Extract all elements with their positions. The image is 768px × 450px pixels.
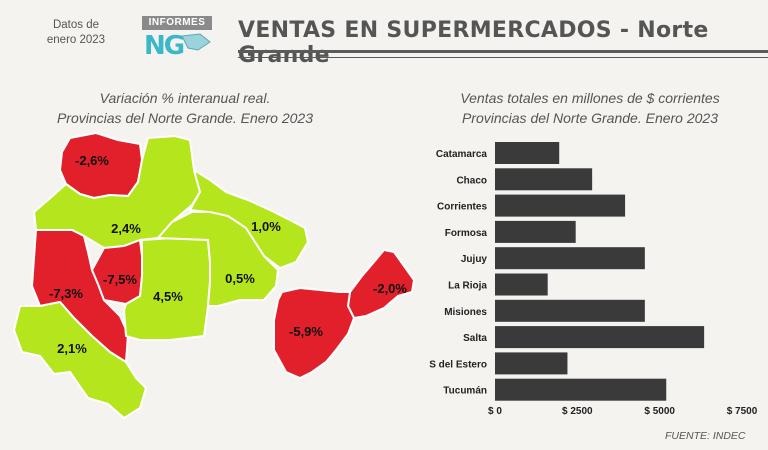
province-label-tucuman: -7,5%: [103, 272, 137, 287]
province-shape-misiones: [347, 249, 415, 319]
bar-label-formosa: Formosa: [445, 228, 488, 239]
bar-chaco: [495, 168, 593, 191]
province-label-salta: 2,4%: [111, 221, 141, 236]
province-label-larioja: 2,1%: [57, 341, 87, 356]
title-rule-thin: [238, 57, 768, 58]
page-title: VENTAS EN SUPERMERCADOS - Norte Grande: [238, 18, 709, 68]
logo-map-icon: [181, 33, 211, 51]
date-line-1: Datos de: [52, 19, 100, 31]
x-tick-label-2500: $ 2500: [562, 406, 593, 417]
province-label-corrientes: -5,9%: [289, 324, 323, 339]
chart-subtitle-line: Provincias del Norte Grande. Enero 2023: [461, 110, 719, 126]
bar-label-s-del-estero: S del Estero: [429, 359, 487, 370]
bar-label-misiones: Misiones: [444, 307, 487, 318]
province-shape-corrientes: [273, 287, 355, 379]
logo-mark: NG: [144, 31, 185, 61]
bar-s-del-estero: [495, 352, 568, 375]
bar-label-chaco: Chaco: [456, 175, 487, 186]
date-line-2: enero 2023: [46, 34, 106, 46]
province-label-formosa: 1,0%: [251, 219, 281, 234]
province-label-santiago: 4,5%: [153, 289, 183, 304]
bar-label-jujuy: Jujuy: [461, 254, 488, 265]
province-label-misiones: -2,0%: [373, 281, 407, 296]
province-shape-larioja: [13, 301, 147, 419]
map-subtitle-line-2: Provincias del Norte Grande. Enero 2023: [56, 110, 314, 126]
date-note: Datos de enero 2023: [36, 18, 116, 48]
province-label-jujuy: -2,6%: [75, 153, 109, 168]
title-rule-thick: [238, 50, 768, 53]
x-tick-label-7500: $ 7500: [727, 406, 758, 417]
bar-salta: [495, 326, 705, 349]
source-note: FUENTE: INDEC: [665, 430, 746, 442]
bar-formosa: [495, 220, 576, 243]
bar-label-salta: Salta: [463, 333, 487, 344]
bar-la-rioja: [495, 273, 548, 296]
bar-corrientes: [495, 194, 626, 217]
bar-label-tucuman: Tucumán: [443, 386, 487, 397]
province-label-chaco: 0,5%: [225, 271, 255, 286]
bar-catamarca: [495, 142, 560, 164]
informes-ng-logo: INFORMES NG: [140, 16, 220, 62]
map-subtitle: Variación % interanual real. Provincias …: [20, 88, 350, 128]
province-shape-catamarca: [31, 229, 129, 363]
province-shape-chaco: [157, 211, 279, 307]
x-tick-label-0: $ 0: [488, 406, 502, 417]
bar-tucuman: [495, 378, 667, 401]
bar-label-catamarca: Catamarca: [436, 149, 488, 160]
chart-title: Ventas totales en millones de $ corrient…: [460, 90, 720, 106]
bar-label-corrientes: Corrientes: [437, 202, 487, 213]
bar-label-la-rioja: La Rioja: [448, 281, 487, 292]
x-tick-label-5000: $ 5000: [644, 406, 675, 417]
map-subtitle-line-1: Variación % interanual real.: [99, 90, 271, 106]
chart-subtitle: Ventas totales en millones de $ corrient…: [420, 88, 760, 128]
logo-text: INFORMES: [142, 16, 212, 30]
bar-jujuy: [495, 247, 645, 270]
province-label-catamarca: -7,3%: [49, 286, 83, 301]
bar-misiones: [495, 299, 645, 322]
